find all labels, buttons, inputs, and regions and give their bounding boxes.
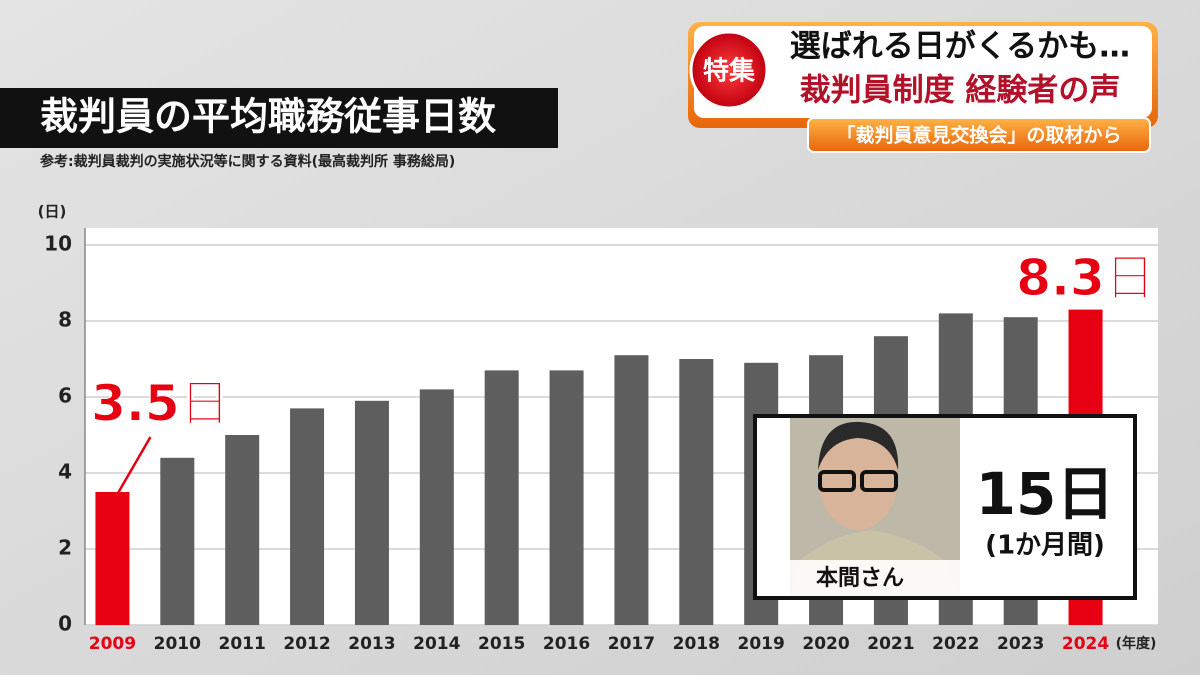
y-tick-label: 10 <box>44 232 72 256</box>
x-tick-label: 2013 <box>348 634 395 654</box>
name-plate <box>790 560 960 596</box>
photo-hair <box>818 421 899 470</box>
bar <box>614 355 649 625</box>
bar <box>419 389 454 625</box>
value-label: 8.3日 <box>1016 249 1155 307</box>
bar <box>160 457 195 625</box>
photo-glasses <box>860 470 898 492</box>
x-tick-label: 2014 <box>413 634 460 654</box>
bar <box>290 408 325 625</box>
title-banner <box>0 88 558 148</box>
header-line2: 裁判員制度 経験者の声 <box>800 73 1121 109</box>
y-tick-label: 2 <box>58 536 72 560</box>
x-tick-label: 2015 <box>478 634 525 654</box>
subtitle-bar <box>807 117 1151 153</box>
y-unit: (日) <box>38 203 67 221</box>
y-tick-label: 6 <box>58 384 72 408</box>
y-tick-label: 4 <box>58 460 72 484</box>
x-tick-label: 2018 <box>673 634 720 654</box>
photo-face <box>818 426 898 530</box>
y-tick-label: 8 <box>58 308 72 332</box>
x-tick-label: 2024 <box>1062 634 1109 654</box>
x-tick-label: 2009 <box>89 634 136 654</box>
inset-note: (1か月間) <box>985 531 1105 561</box>
x-tick-label: 2016 <box>543 634 590 654</box>
header-line1: 選ばれる日がくるかも… <box>790 29 1130 65</box>
x-tick-label: 2021 <box>867 634 914 654</box>
bar <box>225 435 260 625</box>
badge-text: 特集 <box>703 56 756 87</box>
inset-value: 15日 <box>976 460 1115 528</box>
bar <box>95 492 130 625</box>
bar <box>484 370 519 625</box>
x-tick-label: 2020 <box>802 634 849 654</box>
x-tick-label: 2022 <box>932 634 979 654</box>
value-label: 3.5日 <box>91 375 230 433</box>
x-unit: (年度) <box>1116 635 1157 652</box>
x-tick-label: 2017 <box>608 634 655 654</box>
x-tick-label: 2012 <box>283 634 330 654</box>
chart-title: 裁判員の平均職務従事日数 <box>40 95 496 139</box>
x-tick-label: 2010 <box>154 634 201 654</box>
x-tick-label: 2023 <box>997 634 1044 654</box>
inset-name: 本間さん <box>816 566 904 591</box>
bar <box>679 359 714 625</box>
photo-glasses <box>818 470 856 492</box>
source: 参考:裁判員裁判の実施状況等に関する資料(最高裁判所 事務総局) <box>40 153 455 170</box>
header-box <box>694 26 1152 118</box>
bar <box>354 400 389 625</box>
badge <box>689 30 769 110</box>
x-tick-label: 2011 <box>219 634 266 654</box>
inset: 本間さん 15日 (1か月間) <box>753 414 1137 600</box>
x-tick-label: 2019 <box>738 634 785 654</box>
bar <box>549 370 584 625</box>
leader-line <box>116 436 152 495</box>
y-tick-label: 0 <box>58 612 72 636</box>
header-subtitle: 「裁判員意見交換会」の取材から <box>836 124 1121 147</box>
